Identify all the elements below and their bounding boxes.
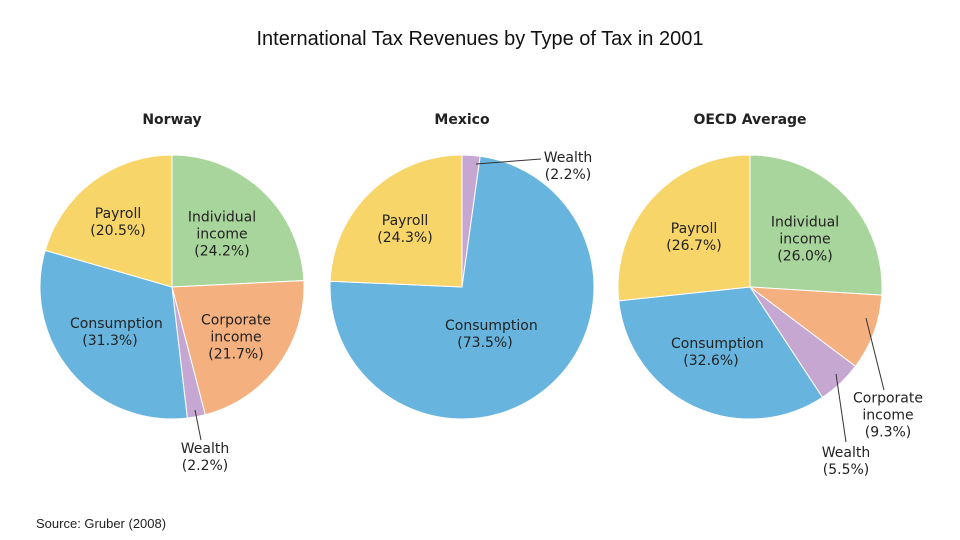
pie-title: OECD Average bbox=[693, 112, 807, 128]
pie-slice bbox=[39, 249, 188, 420]
slice-label: Payroll (20.5%) bbox=[68, 206, 168, 240]
value-label: (21.7%) bbox=[208, 346, 264, 363]
pie-slice bbox=[748, 286, 883, 368]
category-label: Consumption bbox=[671, 336, 764, 352]
category-label: Individual income bbox=[770, 214, 840, 248]
slice-label: Consumption (73.5%) bbox=[435, 318, 538, 352]
category-label: Corporate income bbox=[853, 390, 923, 424]
pie-slice bbox=[44, 154, 173, 288]
pie-slice bbox=[749, 154, 883, 296]
slice-label: Wealth (5.5%) bbox=[796, 445, 896, 479]
category-label: Wealth bbox=[543, 150, 593, 166]
category-label: Wealth bbox=[180, 441, 230, 457]
value-label: (20.5%) bbox=[90, 223, 146, 239]
slide-title: International Tax Revenues by Type of Ta… bbox=[256, 28, 704, 50]
source-note: Source: Gruber (2008) bbox=[36, 516, 167, 531]
pie-slice bbox=[329, 155, 595, 420]
slice-label: Corporate income (21.7%) bbox=[186, 313, 286, 364]
value-label: (2.2%) bbox=[544, 167, 592, 183]
pie-slice bbox=[617, 154, 751, 302]
pie-slice bbox=[171, 154, 305, 288]
slice-label: Wealth (2.2%) bbox=[518, 150, 618, 184]
slice-label: Payroll (24.3%) bbox=[355, 213, 455, 247]
value-label: (24.3%) bbox=[377, 230, 433, 246]
category-label: Individual income bbox=[187, 209, 257, 243]
category-label: Payroll bbox=[94, 206, 142, 222]
pie-slice bbox=[618, 286, 824, 420]
value-label: (5.5%) bbox=[822, 462, 870, 478]
value-label: (31.3%) bbox=[82, 333, 138, 349]
value-label: (9.3%) bbox=[864, 424, 912, 441]
slice-label: Payroll (26.7%) bbox=[644, 221, 744, 255]
leader-line bbox=[835, 373, 847, 443]
pie-title: Norway bbox=[142, 112, 202, 128]
category-label: Payroll bbox=[381, 213, 429, 229]
leader-line bbox=[194, 409, 202, 441]
slice-label: Consumption (31.3%) bbox=[60, 316, 163, 350]
leader-line bbox=[865, 317, 885, 391]
value-label: (24.2%) bbox=[194, 243, 250, 260]
pie-title: Mexico bbox=[434, 112, 490, 128]
slice-label: Individual income (26.0%) bbox=[755, 215, 855, 266]
category-label: Corporate income bbox=[201, 312, 271, 346]
pie-slice bbox=[329, 154, 463, 288]
category-label: Wealth bbox=[821, 445, 871, 461]
slice-label: Consumption (32.6%) bbox=[661, 336, 764, 370]
value-label: (2.2%) bbox=[181, 458, 229, 474]
leader-line bbox=[475, 158, 542, 165]
category-label: Payroll bbox=[670, 221, 718, 237]
value-label: (73.5%) bbox=[457, 335, 513, 351]
value-label: (26.0%) bbox=[777, 248, 833, 265]
slice-label: Wealth (2.2%) bbox=[155, 441, 255, 475]
category-label: Consumption bbox=[70, 316, 163, 332]
value-label: (32.6%) bbox=[683, 353, 739, 369]
slice-label: Corporate income (9.3%) bbox=[838, 391, 938, 442]
category-label: Consumption bbox=[445, 318, 538, 334]
slice-label: Individual income (24.2%) bbox=[172, 210, 272, 261]
value-label: (26.7%) bbox=[666, 238, 722, 254]
pie-slice bbox=[171, 280, 305, 416]
